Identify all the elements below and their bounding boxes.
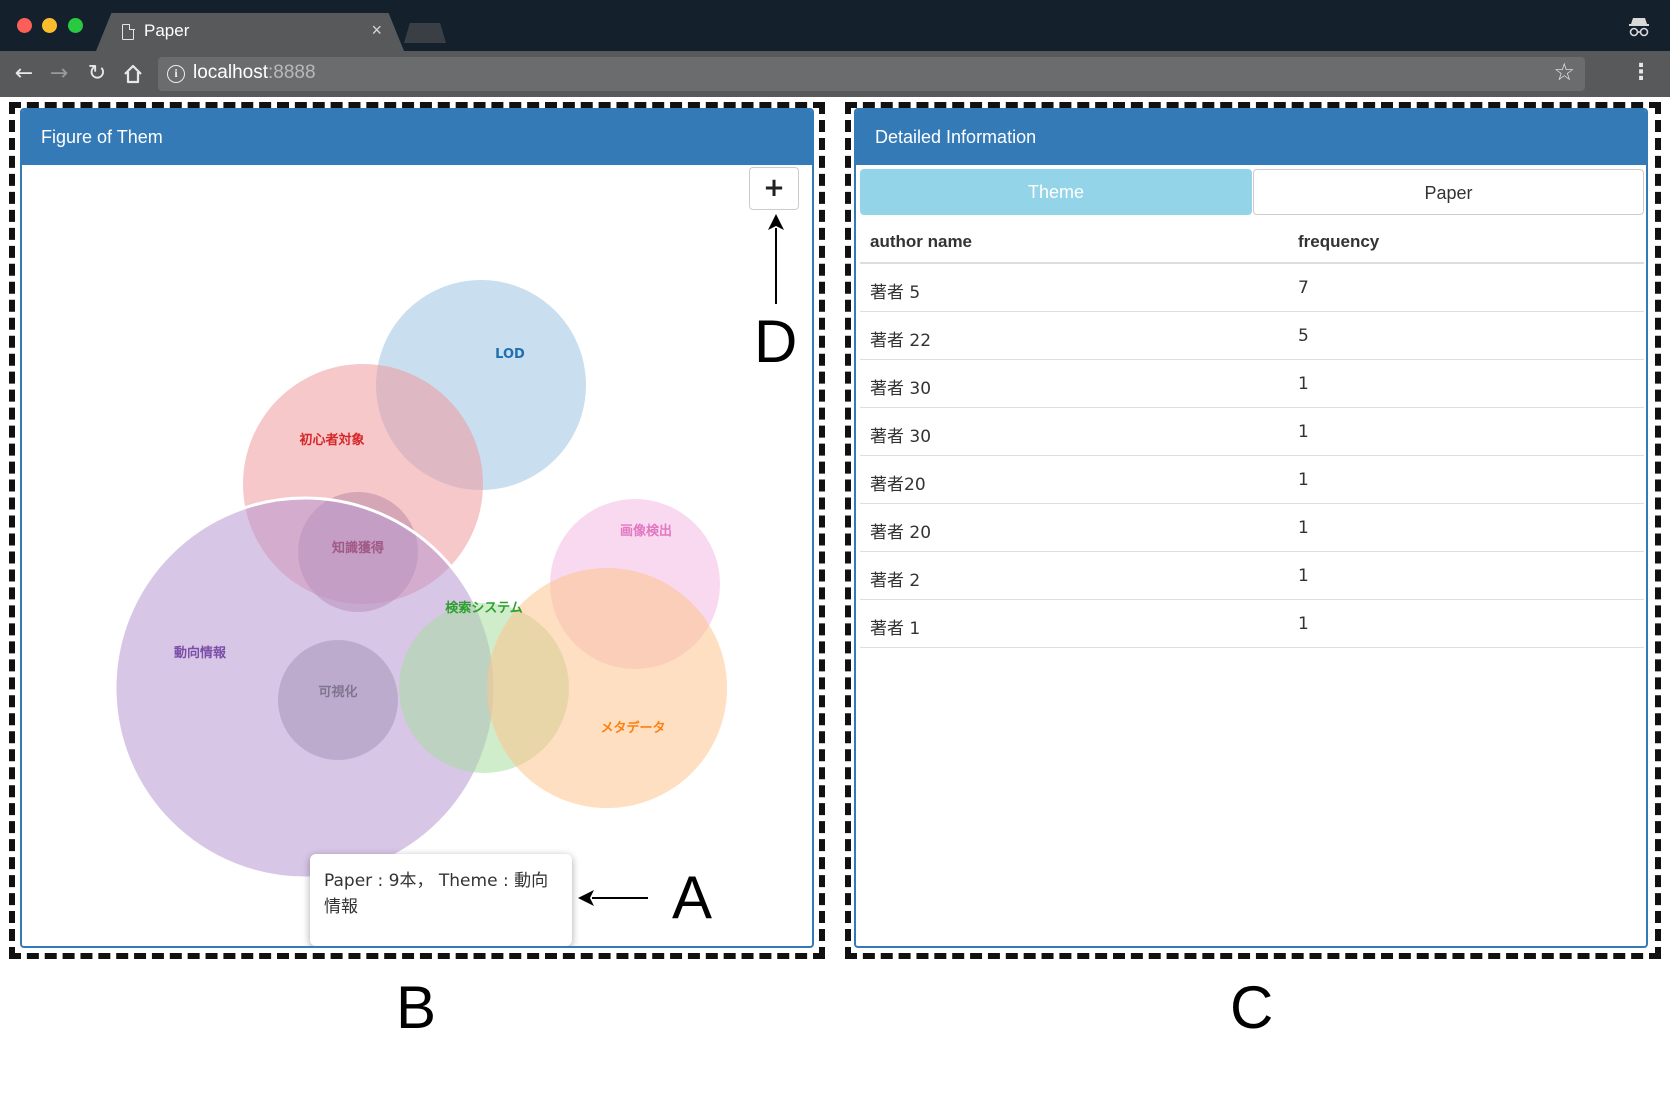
annotation-letter-a: A bbox=[672, 864, 713, 931]
window-maximize-button[interactable] bbox=[68, 18, 83, 33]
theme-bubble-label: 検索システム bbox=[445, 600, 523, 616]
author-cell: 著者20 bbox=[870, 475, 926, 495]
column-header-frequency: frequency bbox=[1298, 232, 1380, 251]
annotation-letter-b: B bbox=[396, 974, 437, 1041]
detail-tabs: Theme Paper bbox=[860, 169, 1644, 215]
frequency-cell: 5 bbox=[1298, 326, 1309, 346]
tab-theme[interactable]: Theme bbox=[860, 169, 1252, 215]
table-header: author name frequency bbox=[860, 220, 1644, 264]
theme-bubble-label: LOD bbox=[495, 347, 525, 362]
figure-panel: Figure of Them LOD 初心者対象知識獲得動向情報可視化 検索システム… bbox=[20, 108, 814, 948]
table-row[interactable]: 著者20 1 bbox=[860, 456, 1644, 504]
forward-arrow-icon[interactable]: → bbox=[49, 61, 69, 86]
region-b-outline bbox=[9, 102, 825, 959]
theme-bubble-label: 画像検出 bbox=[620, 523, 672, 539]
reload-icon[interactable]: ↻ bbox=[87, 61, 107, 86]
bookmark-star-icon[interactable]: ☆ bbox=[1553, 58, 1575, 86]
author-cell: 著者 30 bbox=[870, 379, 932, 399]
url-port: :8888 bbox=[268, 62, 316, 83]
theme-bubble-label: 動向情報 bbox=[174, 645, 227, 661]
frequency-cell: 1 bbox=[1298, 566, 1309, 586]
window-minimize-button[interactable] bbox=[42, 18, 57, 33]
table-row[interactable]: 著者 22 5 bbox=[860, 312, 1644, 360]
document-icon bbox=[122, 23, 135, 40]
theme-bubble-label: 知識獲得 bbox=[332, 540, 384, 556]
table-row[interactable]: 著者 5 7 bbox=[860, 264, 1644, 312]
url-host: localhost bbox=[193, 62, 268, 83]
zoom-in-button[interactable]: + bbox=[749, 167, 799, 210]
url-text: localhost:8888 bbox=[193, 62, 316, 84]
theme-bubble[interactable] bbox=[278, 640, 398, 760]
browser-tab[interactable]: Paper × bbox=[96, 13, 404, 51]
detail-panel-title: Detailed Information bbox=[856, 110, 1646, 165]
author-cell: 著者 22 bbox=[870, 331, 932, 351]
back-arrow-icon[interactable]: ← bbox=[14, 61, 34, 86]
arrowhead-left-icon bbox=[578, 890, 594, 906]
author-cell: 著者 1 bbox=[870, 619, 921, 639]
author-frequency-table: author name frequency 著者 5 7 著者 22 5 著者 … bbox=[860, 220, 1644, 648]
table-row[interactable]: 著者 30 1 bbox=[860, 360, 1644, 408]
new-tab-button[interactable] bbox=[404, 23, 446, 43]
tab-paper[interactable]: Paper bbox=[1253, 169, 1644, 215]
theme-bubble-label: 初心者対象 bbox=[299, 432, 364, 448]
table-row[interactable]: 著者 2 1 bbox=[860, 552, 1644, 600]
figure-panel-title: Figure of Them bbox=[22, 110, 812, 165]
annotation-letter-c: C bbox=[1230, 974, 1274, 1041]
theme-bubble[interactable] bbox=[487, 568, 727, 808]
theme-bubble-label: メタデータ bbox=[600, 720, 665, 736]
annotation-letter-d: D bbox=[754, 308, 798, 375]
frequency-cell: 1 bbox=[1298, 518, 1309, 538]
browser-tab-title: Paper bbox=[144, 21, 190, 40]
info-icon[interactable]: i bbox=[167, 65, 185, 83]
annotation-arrow-d bbox=[775, 228, 777, 304]
author-cell: 著者 2 bbox=[870, 571, 921, 591]
annotation-arrow-a bbox=[592, 897, 648, 899]
frequency-cell: 1 bbox=[1298, 614, 1309, 634]
author-cell: 著者 5 bbox=[870, 283, 921, 303]
region-c-outline bbox=[845, 102, 1661, 959]
incognito-icon bbox=[1629, 18, 1649, 37]
frequency-cell: 1 bbox=[1298, 470, 1309, 490]
tab-close-button[interactable]: × bbox=[371, 20, 382, 40]
author-cell: 著者 30 bbox=[870, 427, 932, 447]
table-row[interactable]: 著者 30 1 bbox=[860, 408, 1644, 456]
browser-toolbar: ← → ↻ i localhost:8888 ☆ ⋮ bbox=[0, 51, 1670, 97]
home-icon[interactable] bbox=[118, 59, 148, 89]
address-bar[interactable]: i localhost:8888 ☆ bbox=[158, 57, 1585, 91]
table-row[interactable]: 著者 1 1 bbox=[860, 600, 1644, 648]
table-row[interactable]: 著者 20 1 bbox=[860, 504, 1644, 552]
column-header-author: author name bbox=[870, 232, 973, 251]
arrowhead-up-icon bbox=[768, 214, 784, 230]
bubble-tooltip: Paper : 9本， Theme : 動向情報 bbox=[310, 854, 572, 946]
frequency-cell: 1 bbox=[1298, 374, 1309, 394]
frequency-cell: 1 bbox=[1298, 422, 1309, 442]
frequency-cell: 7 bbox=[1298, 278, 1309, 298]
author-cell: 著者 20 bbox=[870, 523, 932, 543]
theme-bubble-label: 可視化 bbox=[318, 684, 357, 700]
window-close-button[interactable] bbox=[17, 18, 32, 33]
browser-menu-icon[interactable]: ⋮ bbox=[1630, 60, 1652, 85]
detail-panel: Detailed Information Theme Paper author … bbox=[854, 108, 1648, 948]
browser-titlebar: Paper × bbox=[0, 0, 1670, 51]
